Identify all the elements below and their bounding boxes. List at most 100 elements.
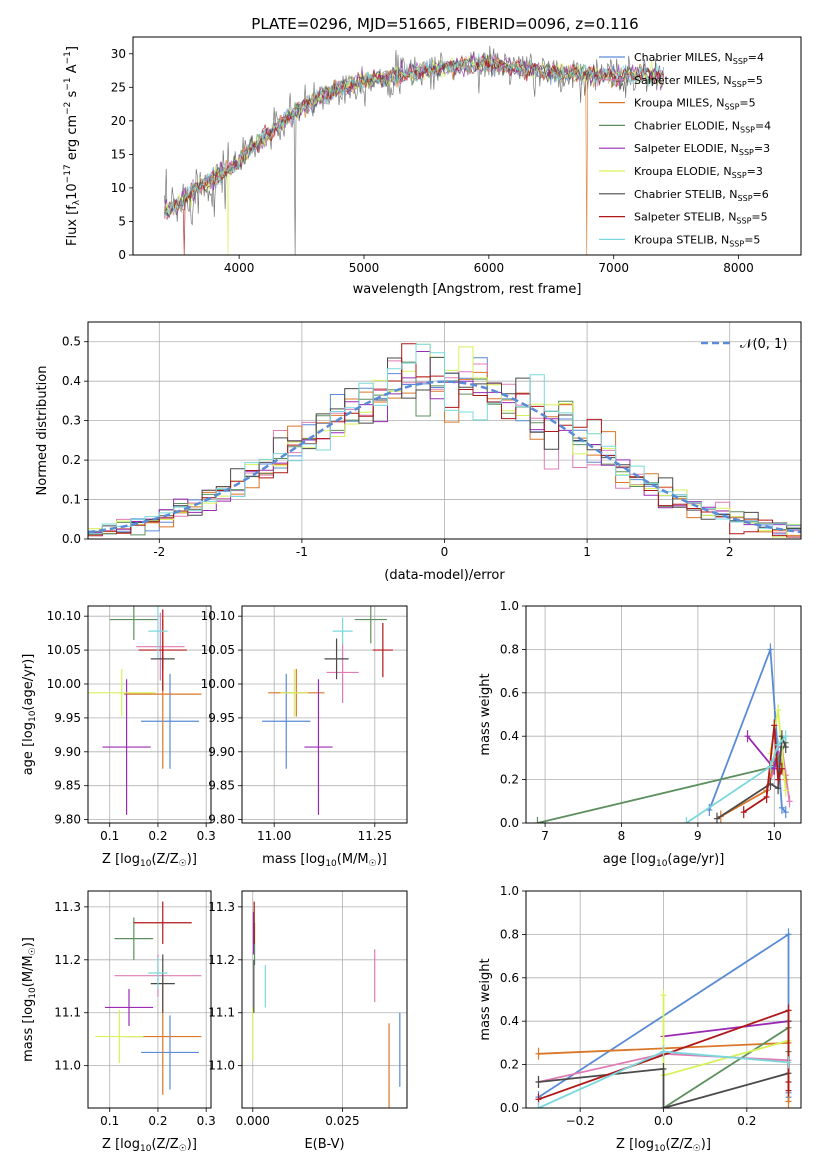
- weight-series-line: [537, 742, 787, 823]
- x-tick-label: 0.2: [148, 1114, 167, 1128]
- normal-reference-curve: [88, 380, 801, 534]
- y-tick-label: 9.95: [54, 711, 81, 725]
- y-tick-label: 9.85: [208, 779, 235, 793]
- weight-series-line: [708, 649, 787, 813]
- legend-subscript: SSP: [732, 80, 747, 89]
- y-tick-label: 9.80: [54, 813, 81, 827]
- label-part: Flux [f: [65, 205, 80, 246]
- spectrum-model-line: [163, 53, 665, 255]
- plot-area-weight-vs-age: [534, 643, 793, 823]
- y-tick-label: 0.0: [62, 532, 81, 546]
- x-tick-label: 8000: [723, 261, 754, 275]
- y-tick-label: 9.85: [54, 779, 81, 793]
- plot-area-residuals: [88, 343, 801, 538]
- x-tick-label: 0: [441, 545, 449, 559]
- y-tick-label: 10.05: [201, 643, 235, 657]
- legend-model-name: Kroupa STELIB, N: [634, 233, 729, 246]
- label-part: ☉: [179, 1144, 187, 1154]
- x-tick-label: 0.1: [100, 1114, 119, 1128]
- x-tick-label: 2: [726, 545, 734, 559]
- label-part: 10: [325, 859, 337, 869]
- label-part: A: [65, 64, 80, 77]
- x-tick-label: 0.3: [197, 1114, 216, 1128]
- legend-model-name: Salpeter MILES, N: [634, 74, 732, 87]
- axes-weight-vs-Z: −0.2 0.0 0.2 0.0 0.2 0.4 0.6 0.8 1.0 Z [log10(Z/Z…: [478, 884, 802, 1154]
- legend-nssp: =5: [739, 97, 755, 110]
- x-tick-label: 0.0: [654, 1114, 673, 1128]
- x-tick-label: 5000: [349, 261, 380, 275]
- label-part: 10: [656, 859, 668, 869]
- label-part: 10: [654, 1144, 666, 1154]
- y-tick-label: 11.1: [208, 1006, 235, 1020]
- legend-entry: Kroupa MILES, NSSP=5: [634, 97, 756, 112]
- label-part: (age/yr)]: [667, 852, 724, 867]
- x-axis-label: E(B-V): [304, 1137, 344, 1152]
- y-tick-label: 0.2: [62, 453, 81, 467]
- y-axis-label: Flux [fλ10−17 erg cm−2 s−1 A−1]: [63, 46, 82, 246]
- y-tick-label: 10: [111, 181, 126, 195]
- y-tick-label: 11.3: [54, 900, 81, 914]
- x-axis-label: Z [log10(Z/Z☉)]: [102, 852, 197, 869]
- axes-frame: [87, 321, 802, 540]
- legend-model-name: Kroupa ELODIE, N: [634, 165, 732, 178]
- axes-age-vs-mass: 11.00 11.25 9.80 9.85 9.90 9.95 10.00 10.05 10.1…: [201, 605, 408, 869]
- label-part: 10: [28, 987, 38, 999]
- weight-series-line: [663, 1026, 790, 1108]
- y-tick-label: 25: [111, 80, 126, 94]
- legend-entry: Chabrier MILES, NSSP=4: [634, 51, 764, 66]
- y-tick-label: 0.6: [500, 971, 519, 985]
- y-tick-label: 11.0: [54, 1059, 81, 1073]
- legend-subscript: SSP: [724, 103, 739, 112]
- legend-nssp: =3: [754, 142, 770, 155]
- label-part: erg cm: [65, 115, 80, 164]
- legend-entry: 𝒩(0, 1): [740, 337, 787, 352]
- legend-model-name: Salpeter STELIB, N: [634, 211, 736, 224]
- label-part: −2: [63, 102, 73, 115]
- axes-frame: [241, 890, 408, 1109]
- label-part: wavelength [Angstrom, rest frame]: [353, 282, 582, 297]
- y-tick-label: 9.95: [208, 711, 235, 725]
- y-tick-label: 5: [118, 214, 126, 228]
- legend-model-name: Chabrier MILES, N: [634, 51, 733, 64]
- plot-area-weight-vs-Z: [535, 928, 792, 1108]
- label-part: λ: [72, 199, 82, 205]
- label-part: )]: [21, 937, 36, 947]
- plot-area-spectrum: [163, 45, 665, 255]
- legend-model-name: Chabrier STELIB, N: [634, 188, 738, 201]
- x-tick-label: -1: [296, 545, 308, 559]
- x-tick-label: 7: [541, 829, 549, 843]
- label-part: (M/M: [337, 852, 369, 867]
- x-tick-label: 6000: [474, 261, 505, 275]
- label-part: )]: [377, 852, 387, 867]
- legend-entry: Salpeter STELIB, NSSP=5: [634, 211, 768, 226]
- label-part: age [log: [21, 722, 36, 775]
- y-tick-label: 0.2: [500, 773, 519, 787]
- x-axis-label: wavelength [Angstrom, rest frame]: [353, 282, 582, 297]
- label-part: s: [65, 90, 80, 101]
- plot-area-age-vs-Z: [88, 606, 202, 815]
- y-tick-label: 0.0: [500, 1101, 519, 1115]
- x-axis-label: mass [log10(M/M☉)]: [262, 852, 387, 869]
- label-part: ☉: [28, 947, 38, 955]
- x-tick-label: 0.1: [100, 829, 119, 843]
- y-axis-label: mass [log10(M/M☉)]: [21, 937, 38, 1062]
- label-part: mass weight: [478, 673, 493, 755]
- legend-nssp: =5: [751, 211, 767, 224]
- label-part: (Z/Z: [665, 1137, 692, 1152]
- y-tick-label: 10.10: [201, 609, 235, 623]
- x-tick-label: 9: [694, 829, 702, 843]
- axes-residuals: -2 -1 0 1 2 0.0 0.1 0.2 0.3 0.4 0.5 𝒩(0, 1) (data-mo…: [35, 321, 802, 583]
- legend-model-name: Chabrier ELODIE, N: [634, 119, 740, 132]
- y-axis-label: mass weight: [478, 673, 493, 755]
- x-tick-label: 11.00: [257, 829, 291, 843]
- y-axis-label: mass weight: [478, 958, 493, 1040]
- y-tick-label: 11.2: [54, 953, 81, 967]
- y-tick-label: 11.1: [54, 1006, 81, 1020]
- label-part: Z [log: [616, 1137, 654, 1152]
- label-part: −1: [63, 77, 73, 90]
- weight-series-line: [720, 761, 787, 818]
- legend-entry: Kroupa STELIB, NSSP=5: [634, 233, 760, 248]
- weight-series-line: [662, 995, 789, 1077]
